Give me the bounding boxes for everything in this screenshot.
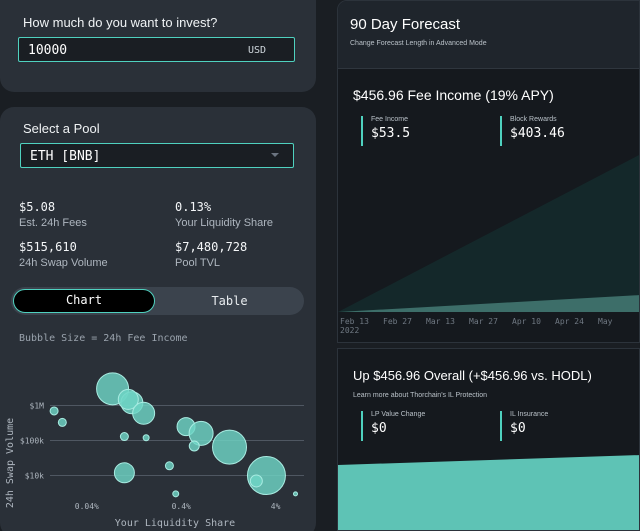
metric-lp-value-change: LP Value Change $0 bbox=[361, 411, 425, 441]
metric-fee-income-value: $53.5 bbox=[371, 126, 411, 141]
il-area-fill bbox=[338, 455, 639, 530]
bubble-point[interactable] bbox=[292, 491, 298, 497]
bubble-x-tick-label: 4% bbox=[271, 502, 281, 511]
invest-amount-field[interactable]: 10000 USD bbox=[18, 37, 295, 62]
bubble-size-caption: Bubble Size = 24h Fee Income bbox=[19, 333, 188, 344]
stat-est-fees-value: $5.08 bbox=[19, 200, 56, 214]
bubble-point[interactable] bbox=[172, 490, 180, 498]
bubble-y-axis-title: 24h Swap Volume bbox=[5, 418, 16, 508]
stat-pool-tvl-value: $7,480,728 bbox=[175, 240, 248, 254]
pool-select[interactable]: ETH [BNB] bbox=[20, 143, 294, 168]
bubble-point[interactable] bbox=[49, 406, 59, 416]
bubble-point[interactable] bbox=[164, 461, 174, 471]
bubble-chart: $1M $100k $10k 0.04% 0.4% 4% 24h Swap Volume… bbox=[5, 372, 304, 529]
area-block-rewards bbox=[338, 155, 639, 312]
bubble-y-tick-label: $10k bbox=[25, 472, 44, 481]
stat-liquidity-share-value: 0.13% bbox=[175, 200, 212, 214]
metric-fee-income: Fee Income $53.5 bbox=[361, 116, 410, 146]
bubble-point[interactable] bbox=[142, 434, 150, 442]
forecast-x-tick-label: Apr 24 bbox=[555, 317, 584, 326]
pool-panel: Select a Pool ETH [BNB] $5.08 Est. 24h F… bbox=[0, 107, 316, 531]
metric-fee-income-label: Fee Income bbox=[371, 116, 408, 123]
il-protection-link[interactable]: Learn more about Thorchain's IL Protecti… bbox=[353, 392, 488, 399]
il-area-chart bbox=[338, 455, 639, 530]
forecast-subtitle: Change Forecast Length in Advanced Mode bbox=[350, 40, 487, 47]
metric-lp-value-change-value: $0 bbox=[371, 421, 387, 436]
forecast-x-tick-label: Mar 13 bbox=[426, 317, 455, 326]
fee-income-headline: $456.96 Fee Income (19% APY) bbox=[353, 87, 554, 103]
tab-chart[interactable]: Chart bbox=[13, 289, 155, 313]
bubble-x-axis-title: Your Liquidity Share bbox=[115, 518, 235, 529]
forecast-title: 90 Day Forecast bbox=[350, 16, 461, 33]
metric-lp-value-change-label: LP Value Change bbox=[371, 411, 426, 418]
bubble-point[interactable] bbox=[188, 440, 200, 452]
invest-question: How much do you want to invest? bbox=[23, 15, 218, 30]
bubble-y-ticks: $1M $100k $10k bbox=[20, 402, 44, 481]
forecast-x-tick-label: Apr 10 bbox=[512, 317, 541, 326]
bubble-point[interactable] bbox=[188, 420, 214, 446]
tab-table[interactable]: Table bbox=[211, 294, 248, 308]
stat-est-fees-label: Est. 24h Fees bbox=[19, 217, 87, 229]
forecast-x-tick-label: Mar 27 bbox=[469, 317, 498, 326]
stat-pool-tvl-label: Pool TVL bbox=[175, 257, 221, 269]
bubble-x-tick-label: 0.04% bbox=[75, 502, 99, 511]
chevron-down-icon bbox=[271, 153, 279, 157]
bubble-point[interactable] bbox=[57, 417, 67, 427]
forecast-year-label: 2022 bbox=[340, 326, 359, 335]
forecast-x-tick-label: Feb 13 bbox=[340, 317, 369, 326]
bubble-y-tick-label: $100k bbox=[20, 437, 44, 446]
forecast-area-chart: Feb 13 Feb 27 Mar 13 Mar 27 Apr 10 Apr 24 May … bbox=[338, 155, 639, 335]
forecast-x-tick-label: May bbox=[598, 317, 613, 326]
bubble-points bbox=[49, 372, 298, 498]
bubble-point[interactable] bbox=[249, 474, 263, 488]
bubble-point[interactable] bbox=[132, 401, 156, 425]
forecast-header: 90 Day Forecast Change Forecast Length i… bbox=[338, 1, 639, 69]
bubble-point[interactable] bbox=[212, 429, 248, 465]
metric-il-insurance: IL Insurance $0 bbox=[500, 411, 548, 441]
invest-amount-value: 10000 bbox=[28, 43, 68, 58]
invest-panel: How much do you want to invest? 10000 US… bbox=[0, 0, 316, 92]
il-panel: Up $456.96 Overall (+$456.96 vs. HODL) L… bbox=[337, 348, 640, 531]
currency-label: USD bbox=[247, 45, 266, 56]
stat-liquidity-share-label: Your Liquidity Share bbox=[175, 217, 274, 229]
pool-heading: Select a Pool bbox=[23, 121, 100, 136]
view-toggle: Chart Table bbox=[11, 287, 304, 315]
metric-il-insurance-label: IL Insurance bbox=[510, 411, 549, 418]
stat-swap-volume-value: $515,610 bbox=[19, 240, 77, 254]
metric-il-insurance-value: $0 bbox=[510, 421, 526, 436]
il-headline: Up $456.96 Overall (+$456.96 vs. HODL) bbox=[353, 368, 592, 383]
bubble-point[interactable] bbox=[113, 462, 135, 484]
bubble-point[interactable] bbox=[119, 432, 129, 442]
bubble-x-tick-label: 0.4% bbox=[172, 502, 191, 511]
metric-block-rewards: Block Rewards $403.46 bbox=[500, 116, 565, 146]
metric-block-rewards-value: $403.46 bbox=[510, 126, 565, 141]
forecast-x-tick-label: Feb 27 bbox=[383, 317, 412, 326]
metric-block-rewards-label: Block Rewards bbox=[510, 116, 557, 123]
bubble-point[interactable] bbox=[117, 388, 139, 410]
forecast-x-ticks: Feb 13 Feb 27 Mar 13 Mar 27 Apr 10 Apr 24 May bbox=[340, 317, 613, 326]
forecast-panel: 90 Day Forecast Change Forecast Length i… bbox=[337, 0, 640, 343]
stat-swap-volume-label: 24h Swap Volume bbox=[19, 257, 108, 269]
pool-select-value: ETH [BNB] bbox=[30, 149, 101, 164]
bubble-y-tick-label: $1M bbox=[30, 402, 45, 411]
bubble-x-ticks: 0.04% 0.4% 4% bbox=[75, 502, 281, 511]
